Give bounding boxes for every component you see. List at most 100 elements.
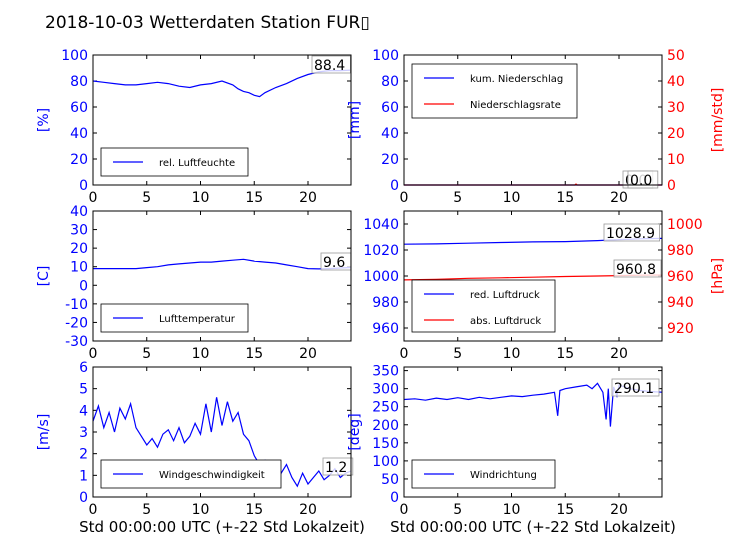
precip-ytick-right-label: 50	[667, 48, 685, 64]
humidity-last-value: 88.4	[314, 58, 345, 74]
humidity-xtick-label: 10	[192, 190, 210, 206]
precip-ytick-right-label: 30	[667, 100, 685, 116]
winddir-ytick-label: 0	[390, 490, 399, 506]
pressure-xtick-label: 15	[556, 346, 574, 362]
pressure-ytick-right-label: 940	[667, 295, 694, 311]
pressure-xtick-label: 0	[400, 346, 409, 362]
precip-xtick-label: 5	[453, 190, 462, 206]
temperature-ytick-label: 30	[70, 223, 88, 239]
temperature-series-0-line	[93, 258, 352, 270]
precip-legend-label-0: kum. Niederschlag	[470, 74, 563, 85]
winddir-frame	[403, 366, 663, 498]
humidity-xtick-label: 15	[245, 190, 263, 206]
wind-series-0-line	[92, 397, 352, 488]
precip-ytick-label: 100	[372, 48, 399, 64]
precip-ytick-label: 20	[381, 152, 399, 168]
pressure-legend-label-0: red. Luftdruck	[470, 290, 540, 301]
temperature-xtick-label: 10	[192, 346, 210, 362]
humidity-ytick-label: 40	[70, 126, 88, 142]
wind-xlabel: Std 00:00:00 UTC (+-22 Std Lokalzeit)	[79, 518, 365, 536]
temperature-xtick-label: 0	[89, 346, 98, 362]
pressure-last-value-box	[603, 223, 660, 242]
wind-frame	[92, 366, 352, 498]
pressure-ytick-label: 980	[372, 295, 399, 311]
winddir-xtick-label: 10	[503, 502, 521, 518]
humidity-ytick-label: 80	[70, 74, 88, 90]
temperature-ytick-label: -20	[65, 315, 88, 331]
temperature-ylabel: [C]	[36, 266, 52, 287]
humidity-ytick-label: 20	[70, 152, 88, 168]
temperature-legend-box	[100, 303, 249, 333]
wind-legend-label-0: Windgeschwindigkeit	[159, 470, 265, 481]
precip-last-value-right-box	[627, 170, 659, 189]
wind-ytick-label: 6	[79, 360, 88, 376]
humidity-xtick-label: 5	[142, 190, 151, 206]
wind-last-value: 1.2	[325, 460, 347, 476]
wind-xtick-label: 20	[299, 502, 317, 518]
temperature-ytick-label: 0	[79, 278, 88, 294]
winddir-xlabel: Std 00:00:00 UTC (+-22 Std Lokalzeit)	[390, 518, 676, 536]
wind-ytick-label: 5	[79, 382, 88, 398]
precip-ytick-right-label: 0	[667, 178, 676, 194]
precip-xtick-label: 0	[400, 190, 409, 206]
precip-xtick-label: 20	[610, 190, 628, 206]
pressure-last-value-right: 960.8	[616, 262, 656, 278]
humidity-ytick-label: 60	[70, 100, 88, 116]
humidity-series-0-line	[92, 69, 352, 98]
pressure-ytick-label: 1040	[363, 217, 399, 233]
pressure-ytick-right-label: 1000	[667, 217, 703, 233]
winddir-ylabel: [deg]	[347, 413, 363, 450]
winddir-ytick-label: 50	[381, 472, 399, 488]
temperature-ytick-label: -10	[65, 297, 88, 313]
winddir-ytick-label: 200	[372, 418, 399, 434]
winddir-legend-label-0: Windrichtung	[470, 470, 537, 481]
humidity-frame	[92, 54, 352, 186]
wind-ytick-label: 2	[79, 447, 88, 463]
pressure-xtick-label: 10	[503, 346, 521, 362]
winddir-xtick-label: 0	[400, 502, 409, 518]
wind-ytick-label: 4	[79, 403, 88, 419]
wind-ylabel: [m/s]	[36, 414, 52, 451]
precip-ylabel: [mm]	[347, 101, 363, 139]
precip-last-value-right: 0.0	[630, 173, 652, 189]
wind-xtick-label: 5	[142, 502, 151, 518]
pressure-ytick-right-label: 920	[667, 321, 694, 337]
temperature-ytick-label: 40	[70, 204, 88, 220]
humidity-ytick-label: 0	[79, 178, 88, 194]
winddir-last-value-box	[611, 378, 660, 397]
pressure-last-value-right-box	[613, 259, 662, 278]
temperature-ytick-label: -30	[65, 334, 88, 350]
humidity-ytick-label: 100	[61, 48, 88, 64]
wind-xtick-label: 0	[89, 502, 98, 518]
winddir-ytick-label: 250	[372, 400, 399, 416]
humidity-xtick-label: 20	[299, 190, 317, 206]
temperature-panel: 0 5 10 15 20 -30 -20 -10 0 10 20 30 40 [C] 9.6 Lufttemp…	[36, 204, 352, 362]
pressure-ytick-right-label: 960	[667, 269, 694, 285]
pressure-ytick-label: 1000	[363, 269, 399, 285]
winddir-last-value: 290.1	[614, 381, 654, 397]
pressure-legend-label-1: abs. Luftdruck	[470, 316, 541, 327]
temperature-ytick-label: 10	[70, 260, 88, 276]
precip-xtick-label: 10	[503, 190, 521, 206]
humidity-last-value-box	[311, 55, 351, 74]
pressure-ytick-label: 1020	[363, 243, 399, 259]
temperature-xtick-label: 20	[299, 346, 317, 362]
figure-title: 2018-10-03 Wetterdaten Station FUR▯	[45, 13, 370, 33]
pressure-ytick-label: 960	[372, 321, 399, 337]
wind-ytick-label: 3	[79, 425, 88, 441]
wind-ytick-label: 0	[79, 490, 88, 506]
temperature-last-value: 9.6	[323, 255, 345, 271]
precip-ytick-right-label: 10	[667, 152, 685, 168]
wind-xtick-label: 10	[192, 502, 210, 518]
humidity-ylabel: [%]	[36, 108, 52, 132]
precip-legend-label-1: Niederschlagsrate	[470, 100, 561, 111]
pressure-last-value: 1028.9	[606, 226, 655, 242]
wind-ytick-label: 1	[79, 468, 88, 484]
winddir-ytick-label: 150	[372, 436, 399, 452]
precip-ytick-label: 60	[381, 100, 399, 116]
precip-xtick-label: 15	[556, 190, 574, 206]
winddir-xtick-label: 15	[556, 502, 574, 518]
